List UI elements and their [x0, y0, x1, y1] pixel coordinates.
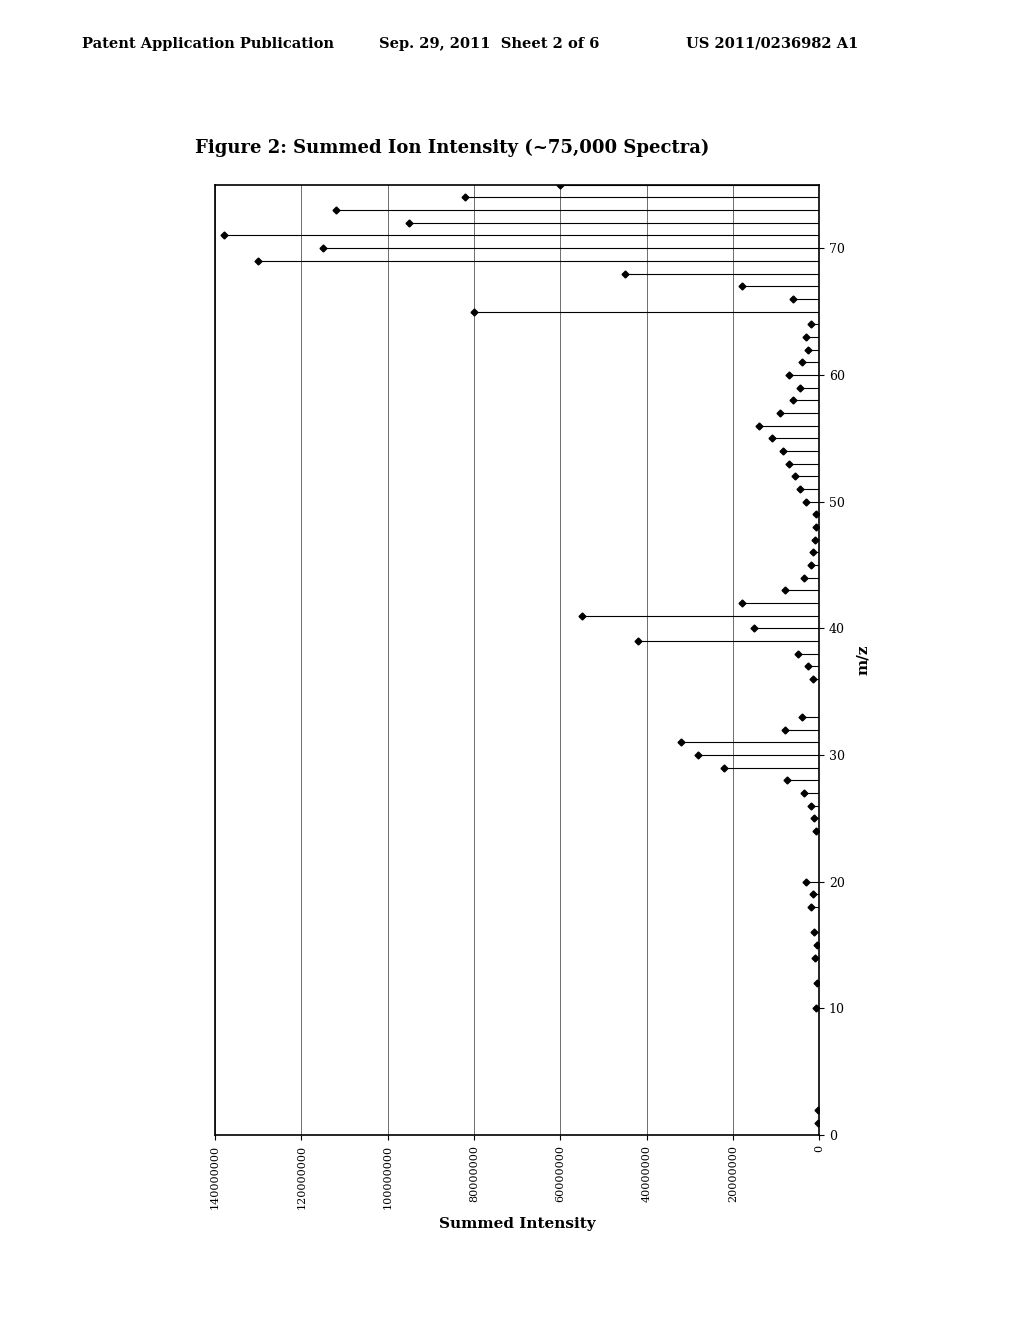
X-axis label: Summed Intensity: Summed Intensity [439, 1217, 595, 1232]
Text: US 2011/0236982 A1: US 2011/0236982 A1 [686, 37, 858, 51]
Y-axis label: m/z: m/z [856, 644, 870, 676]
Text: Patent Application Publication: Patent Application Publication [82, 37, 334, 51]
Text: Figure 2: Summed Ion Intensity (~75,000 Spectra): Figure 2: Summed Ion Intensity (~75,000 … [195, 139, 709, 157]
Text: Sep. 29, 2011  Sheet 2 of 6: Sep. 29, 2011 Sheet 2 of 6 [379, 37, 599, 51]
